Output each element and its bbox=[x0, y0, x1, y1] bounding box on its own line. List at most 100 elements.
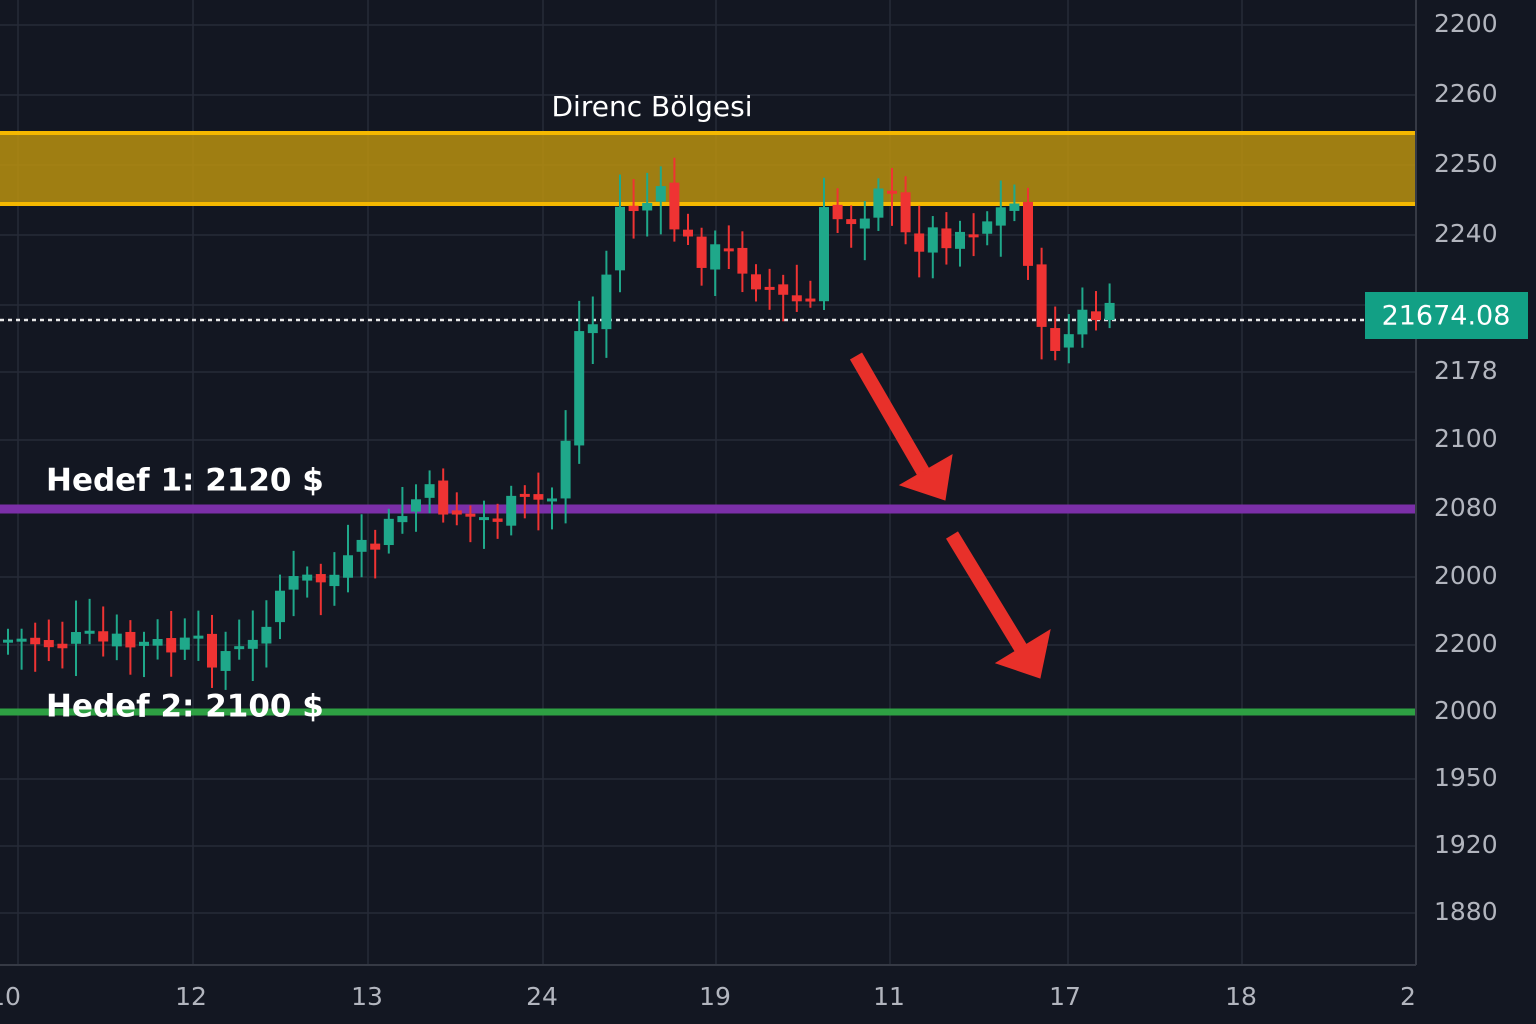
candle-body bbox=[411, 499, 421, 512]
x-axis-label: 13 bbox=[351, 982, 383, 1011]
candle-body bbox=[519, 493, 530, 497]
x-axis-label: 12 bbox=[175, 982, 207, 1011]
y-axis-label: 2260 bbox=[1434, 79, 1498, 108]
candle-body bbox=[125, 631, 136, 648]
candle-body bbox=[914, 233, 925, 252]
y-axis-label: 2100 bbox=[1434, 424, 1498, 453]
candle-body bbox=[261, 626, 272, 644]
candle-body bbox=[16, 638, 27, 642]
candle-body bbox=[778, 284, 789, 295]
candle-body bbox=[30, 637, 41, 645]
candle-body bbox=[710, 244, 721, 270]
candle-body bbox=[1050, 328, 1061, 351]
candle-body bbox=[438, 480, 449, 515]
x-axis-label: 2 bbox=[1400, 982, 1416, 1011]
candle-body bbox=[683, 229, 693, 237]
x-axis-label: 19 bbox=[699, 982, 731, 1011]
x-axis-label: 24 bbox=[526, 982, 558, 1011]
candle-body bbox=[3, 639, 13, 643]
candle-body bbox=[955, 231, 965, 249]
candle-body bbox=[343, 555, 353, 578]
candle-body bbox=[397, 516, 408, 523]
candle-body bbox=[723, 248, 734, 252]
candle-body bbox=[805, 298, 816, 302]
candle-body bbox=[139, 641, 149, 646]
candle-body bbox=[465, 513, 476, 517]
candle-body bbox=[982, 221, 993, 234]
y-axis-label: 1880 bbox=[1434, 897, 1498, 926]
y-axis-label: 2200 bbox=[1434, 9, 1498, 38]
candle-body bbox=[615, 206, 625, 271]
candle-body bbox=[424, 484, 435, 498]
zone-label: Direnc Bölgesi bbox=[552, 90, 753, 123]
candle-body bbox=[193, 635, 204, 639]
candle-body bbox=[370, 543, 381, 550]
candle-body bbox=[887, 190, 897, 194]
candle-body bbox=[574, 331, 585, 446]
candle-body bbox=[166, 638, 177, 653]
candle-body bbox=[587, 324, 598, 334]
candle-body bbox=[275, 590, 285, 623]
candle-body bbox=[859, 218, 870, 229]
candle-body bbox=[696, 236, 707, 268]
candle-body bbox=[207, 633, 217, 668]
arrow bbox=[849, 352, 1051, 679]
candle-body bbox=[1091, 311, 1101, 321]
candle-body bbox=[927, 227, 938, 253]
candle-body bbox=[234, 646, 245, 650]
candle-body bbox=[628, 205, 639, 212]
x-axis-label: 17 bbox=[1049, 982, 1081, 1011]
candle-body bbox=[220, 651, 231, 671]
candle-body bbox=[547, 498, 557, 502]
candle-body bbox=[669, 182, 680, 230]
y-axis-label: 2080 bbox=[1434, 493, 1498, 522]
candle-body bbox=[302, 574, 313, 581]
x-axis-label: 11 bbox=[873, 982, 905, 1011]
candle-body bbox=[1063, 334, 1074, 348]
y-axis-label: 2000 bbox=[1434, 561, 1498, 590]
candle-body bbox=[1023, 202, 1033, 266]
y-axis-label: 2250 bbox=[1434, 149, 1498, 178]
x-axis-label: 18 bbox=[1225, 982, 1257, 1011]
candle-body bbox=[152, 639, 163, 646]
candle-body bbox=[764, 286, 775, 290]
candle-body bbox=[533, 494, 544, 500]
candle-body bbox=[655, 186, 666, 202]
y-axis-label: 1920 bbox=[1434, 830, 1498, 859]
candle-body bbox=[1077, 309, 1088, 335]
candle-body bbox=[71, 632, 81, 644]
candle-body bbox=[57, 643, 68, 649]
candle-body bbox=[995, 207, 1006, 226]
candle-body bbox=[98, 631, 109, 642]
candle-body bbox=[329, 574, 340, 587]
candle-body bbox=[43, 640, 54, 648]
candle-body bbox=[506, 495, 517, 526]
candle-body bbox=[1009, 203, 1020, 211]
price-tag-bg bbox=[1365, 292, 1528, 339]
x-axis-label: 10 bbox=[0, 982, 21, 1011]
target-label: Hedef 2: 2100 $ bbox=[46, 689, 324, 725]
candle-body bbox=[383, 518, 394, 546]
price-tag: 21674.08 bbox=[1382, 301, 1511, 332]
candle-body bbox=[737, 247, 748, 274]
candle-body bbox=[247, 639, 258, 649]
candle-body bbox=[832, 204, 843, 220]
candle-body bbox=[873, 188, 884, 218]
candle-body bbox=[968, 234, 979, 238]
candle-body bbox=[560, 440, 571, 499]
candle-body bbox=[791, 295, 802, 302]
candle-body bbox=[479, 517, 489, 521]
candle-body bbox=[846, 219, 857, 225]
candle-body bbox=[900, 192, 911, 233]
candle-body bbox=[1036, 264, 1047, 327]
candle-body bbox=[941, 228, 952, 249]
y-axis-label: 2200 bbox=[1434, 629, 1498, 658]
candle-body bbox=[315, 574, 326, 583]
candle-body bbox=[84, 630, 95, 634]
candle-body bbox=[288, 576, 299, 590]
target-label: Hedef 1: 2120 $ bbox=[46, 463, 324, 499]
candle-body bbox=[642, 202, 653, 211]
candle-body bbox=[111, 633, 122, 647]
y-axis-label: 2178 bbox=[1434, 356, 1498, 385]
